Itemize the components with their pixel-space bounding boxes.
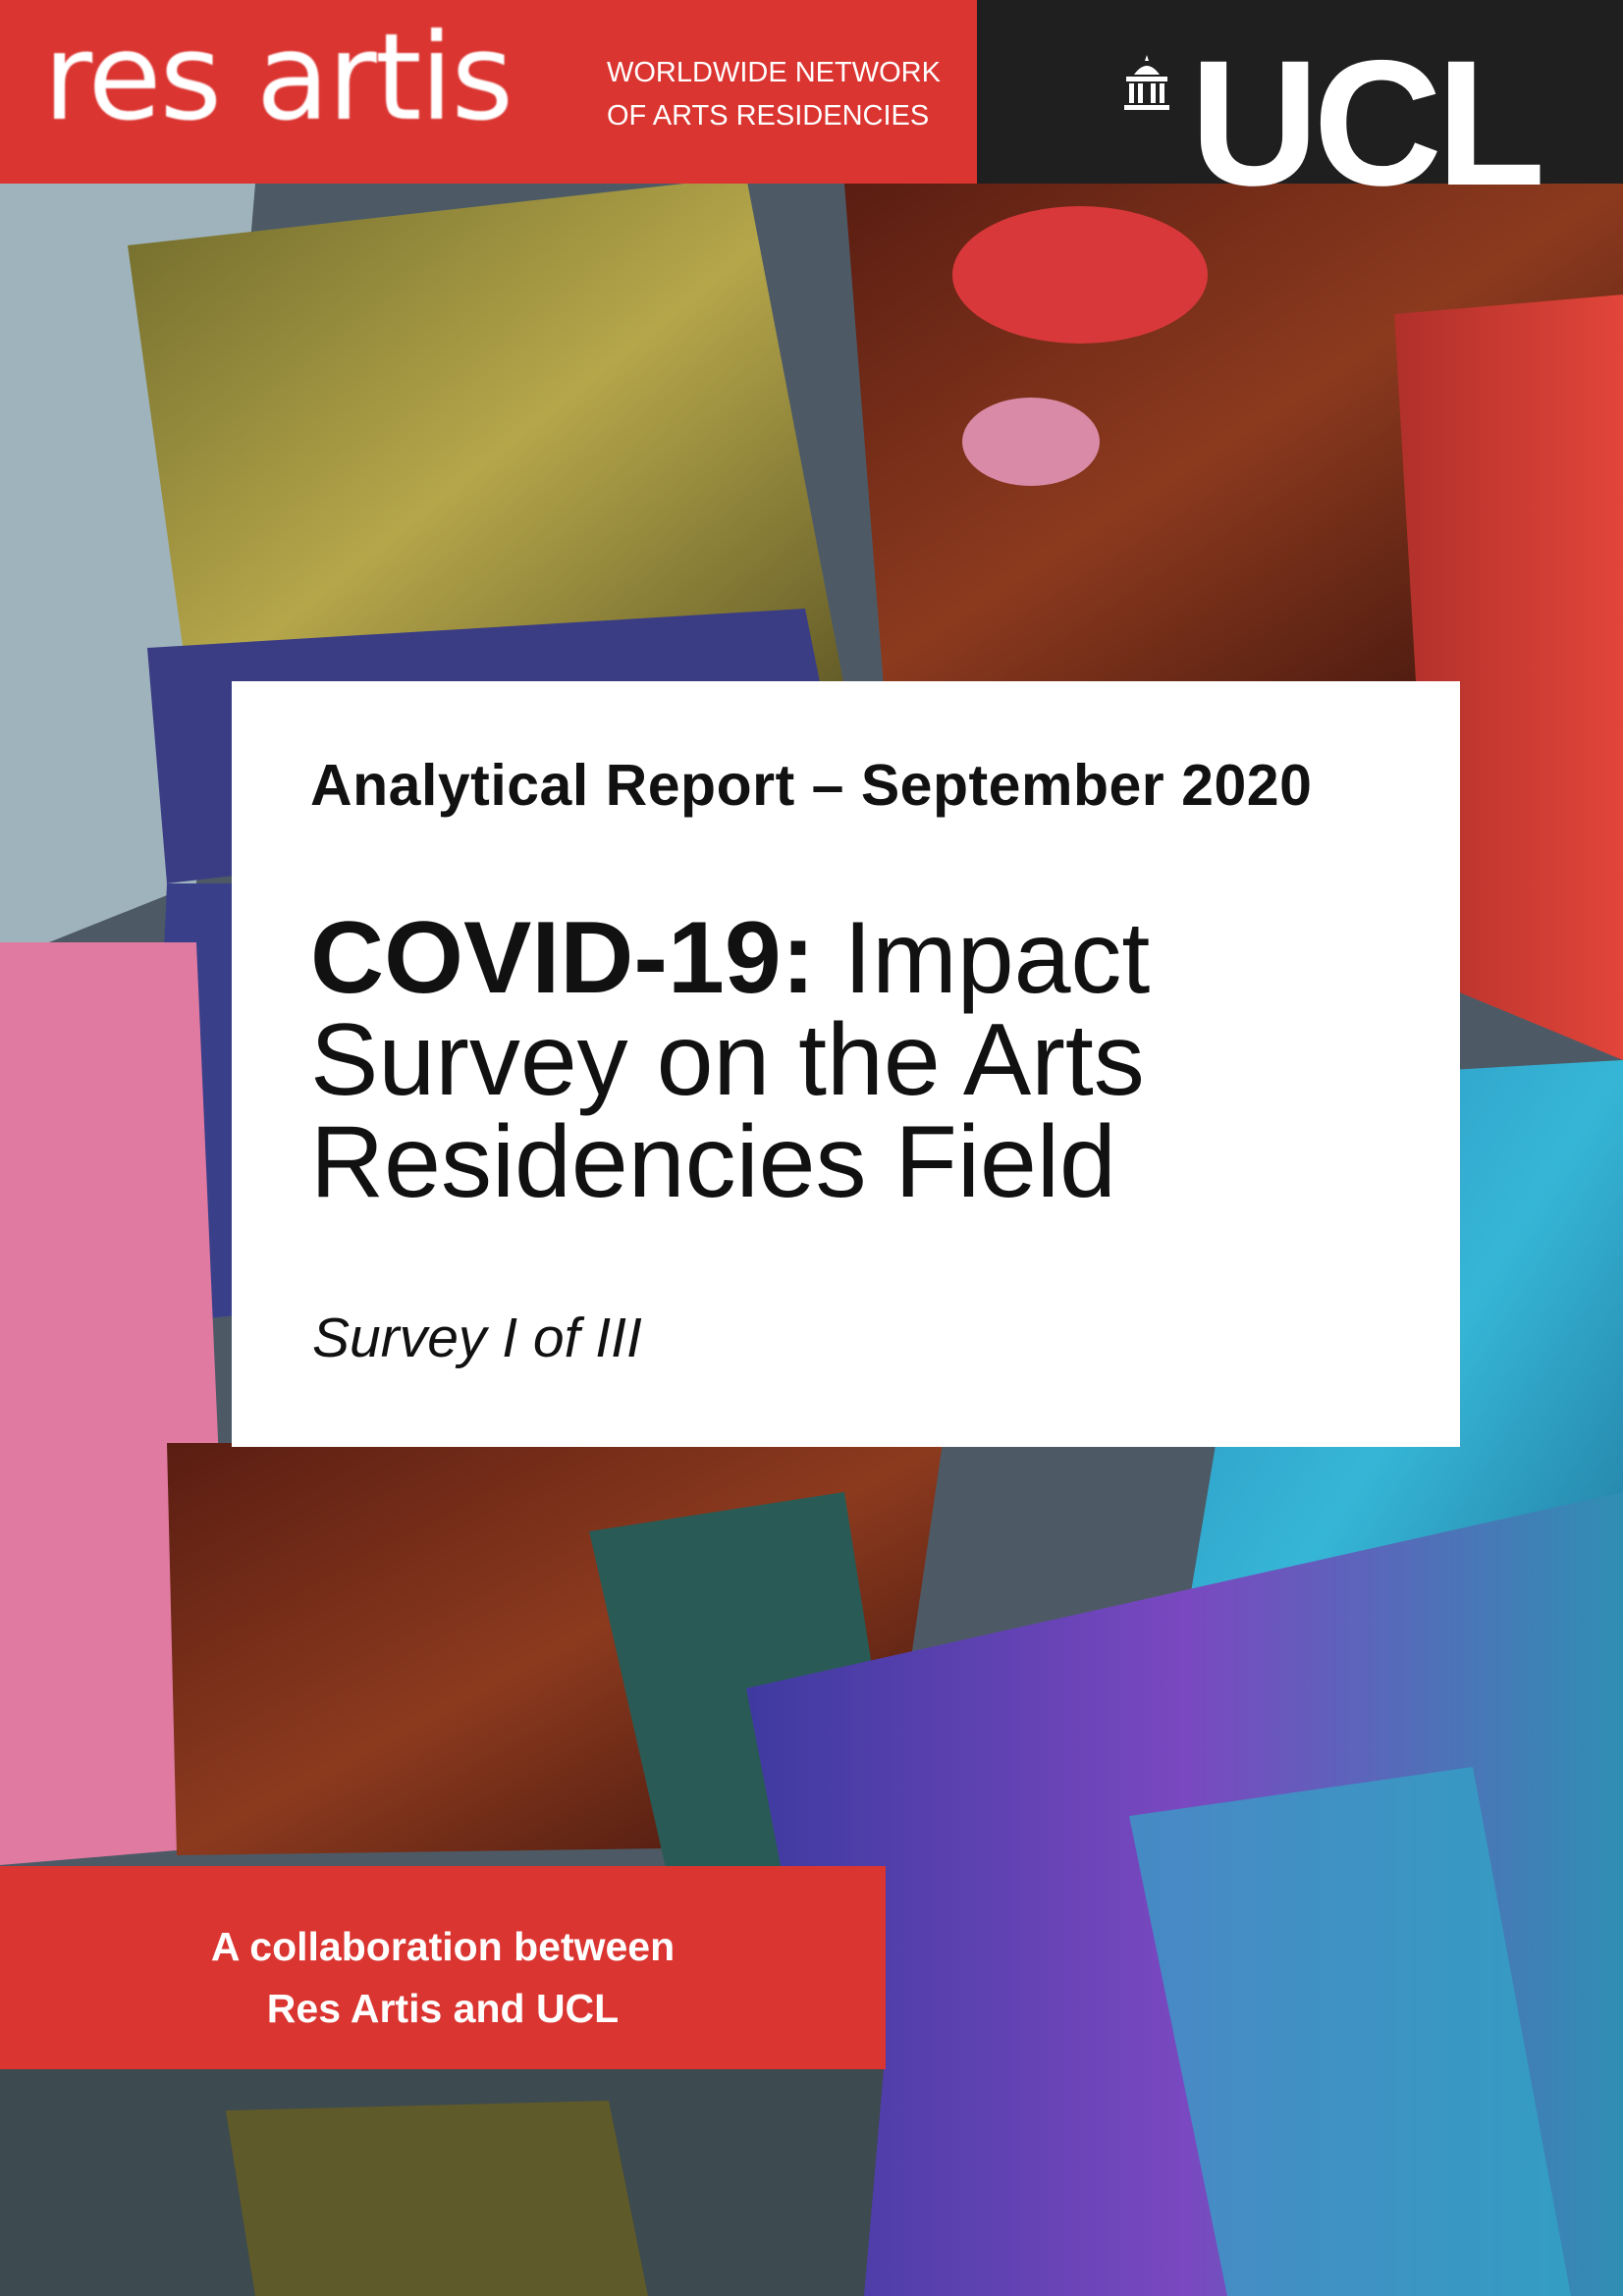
- report-date: Analytical Report – September 2020: [310, 753, 1313, 818]
- ucl-portico-icon: [1124, 55, 1169, 110]
- collaboration-band: [0, 1866, 886, 2069]
- resartis-tagline-line1: WORLDWIDE NETWORK: [607, 57, 941, 88]
- title-card: [232, 681, 1460, 1447]
- collaboration-line2: Res Artis and UCL: [266, 1986, 620, 2031]
- survey-number: Survey I of III: [312, 1307, 642, 1369]
- resartis-tagline-line2: OF ARTS RESIDENCIES: [607, 100, 930, 132]
- report-title-line1-rest: Impact: [815, 901, 1151, 1015]
- report-title: COVID-19: Impact Survey on the Arts Resi…: [310, 907, 1420, 1213]
- collaboration-line1: A collaboration between: [210, 1924, 676, 1969]
- collaboration-text: A collaboration between Res Artis and UC…: [0, 1916, 886, 2040]
- resartis-header-band: [0, 0, 977, 184]
- report-title-line3: Residencies Field: [310, 1105, 1116, 1219]
- resartis-logo: res artis: [43, 8, 514, 147]
- ucl-header-band: [977, 0, 1623, 184]
- report-title-bold: COVID-19:: [310, 901, 816, 1015]
- ucl-logo: UCL: [1190, 23, 1545, 223]
- resartis-tagline: WORLDWIDE NETWORK OF ARTS RESIDENCIES: [607, 51, 941, 137]
- report-title-line2: Survey on the Arts: [310, 1003, 1145, 1117]
